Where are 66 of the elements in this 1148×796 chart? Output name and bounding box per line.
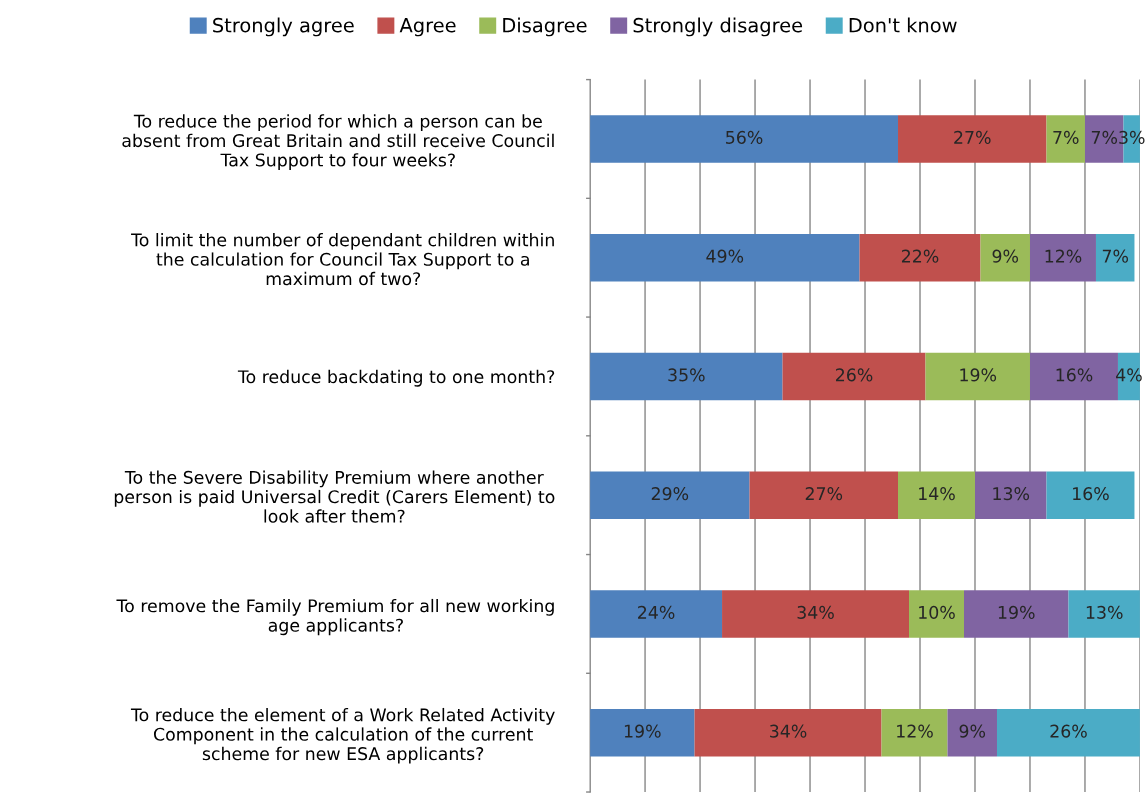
legend-label: Strongly agree [213, 17, 354, 37]
bar [1095, 233, 1135, 282]
data-label: 29% [651, 487, 689, 501]
data-label: 16% [1056, 368, 1093, 382]
bar [749, 471, 899, 519]
bar [1046, 115, 1085, 163]
legend-label: Disagree [503, 17, 587, 37]
data-label: 19% [624, 724, 661, 738]
bar [925, 352, 1030, 401]
data-label: 34% [797, 605, 834, 619]
data-label: 26% [1050, 724, 1087, 738]
legend-label: Agree [399, 18, 456, 37]
data-label: 27% [954, 130, 991, 145]
data-label: 34% [770, 724, 807, 738]
data-label: 13% [1086, 605, 1123, 619]
y-tick-label: To reduce the element of a Work Related Activity Component in the calculation of the current scheme for new ESA applicants? [130, 707, 555, 764]
data-label: 13% [993, 487, 1030, 501]
bar [898, 115, 1047, 163]
data-label: 14% [919, 487, 955, 501]
bar [898, 471, 975, 519]
data-label: 7% [1053, 130, 1079, 145]
legend-label: Strongly disagree [633, 17, 803, 37]
data-label: 27% [805, 487, 843, 501]
bar [590, 590, 723, 638]
bar [722, 590, 910, 638]
bar [996, 708, 1140, 757]
data-label: 19% [998, 605, 1035, 619]
y-tick-label: To limit the number of dependant children within the calculation for Council Tax Support to a maximum of two? [131, 232, 554, 286]
data-label: 26% [836, 368, 873, 382]
bar [782, 352, 926, 401]
data-label: 9% [992, 249, 1019, 263]
bar [590, 708, 695, 757]
data-label: 56% [726, 130, 763, 145]
bar [590, 233, 860, 282]
bar [590, 352, 783, 401]
legend-label: Don't know [849, 17, 957, 33]
data-label: 7% [1091, 130, 1118, 145]
data-label: 22% [901, 249, 939, 263]
data-label: 9% [959, 724, 986, 738]
y-tick-label: To the Severe Disability Premium where another person is paid Universal Credit (Carers Element) to look after them? [114, 470, 555, 523]
bar [964, 590, 1069, 638]
bar [694, 708, 882, 757]
data-label: 10% [919, 605, 955, 619]
data-label: 7% [1102, 249, 1129, 263]
y-tick-label: To reduce the period for which a person can be absent from Great Britain and still receive Council Tax Support to four weeks? [122, 114, 554, 170]
bar [909, 590, 964, 638]
data-label: 12% [1045, 249, 1082, 263]
data-label: 12% [897, 724, 933, 738]
bar [1046, 471, 1135, 519]
bar [881, 708, 948, 757]
data-label: 16% [1073, 487, 1109, 501]
bar [1068, 590, 1140, 638]
bar [975, 471, 1047, 519]
data-label: 24% [638, 605, 675, 619]
bar [1029, 233, 1096, 282]
data-label: 35% [668, 368, 705, 382]
bar [590, 471, 750, 519]
data-label: 49% [706, 249, 744, 263]
y-tick-label: To remove the Family Premium for all new working age applicants? [116, 598, 554, 636]
bar [947, 708, 997, 757]
bar [980, 233, 1030, 282]
y-tick-label: To reduce backdating to one month? [237, 369, 555, 387]
bar [859, 233, 981, 282]
bar [590, 115, 899, 163]
data-label: 19% [960, 368, 997, 382]
bar [1029, 352, 1118, 401]
